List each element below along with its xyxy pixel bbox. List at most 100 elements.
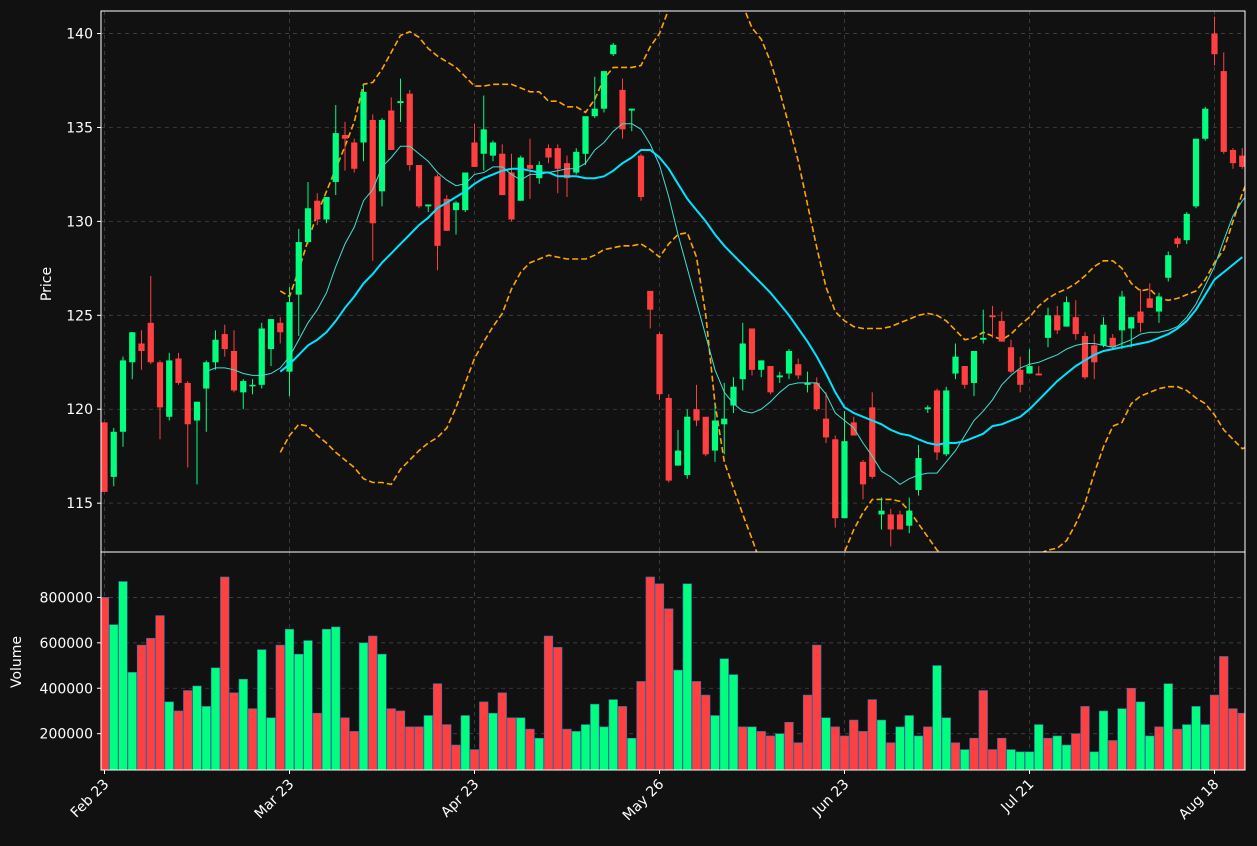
volume-bar xyxy=(1034,724,1044,770)
candle-body xyxy=(822,418,830,438)
volume-bar xyxy=(987,749,998,770)
moving-averages xyxy=(206,123,1245,486)
volume-bar xyxy=(266,717,276,770)
candle-body xyxy=(952,356,959,374)
volume-bar xyxy=(1145,735,1155,770)
candle xyxy=(397,78,404,122)
candle-body xyxy=(693,409,700,421)
candle-body xyxy=(1017,369,1024,385)
candle-body xyxy=(1026,366,1033,374)
candlesticks xyxy=(101,16,1245,547)
candle xyxy=(711,405,719,462)
volume-bar xyxy=(525,728,535,770)
candle xyxy=(795,358,802,380)
candle-body xyxy=(674,450,682,466)
candle-body xyxy=(147,322,154,363)
candle xyxy=(203,360,210,432)
candle xyxy=(434,174,441,271)
candle xyxy=(1017,356,1024,393)
volume-bar xyxy=(405,726,415,770)
volume-bar xyxy=(275,644,285,770)
candle-body xyxy=(526,165,534,169)
candle-body xyxy=(545,148,552,158)
volume-bar xyxy=(414,726,424,770)
volume-bar xyxy=(904,715,914,770)
volume-bar xyxy=(506,717,517,770)
candle-body xyxy=(739,343,746,380)
candle-body xyxy=(554,148,561,169)
candle-body xyxy=(711,420,719,451)
volume-bar xyxy=(1172,728,1183,770)
candle-body xyxy=(1128,317,1135,329)
volume-axes-frame xyxy=(100,551,1246,771)
volume-bar xyxy=(691,681,702,770)
volume-bar xyxy=(358,642,369,770)
volume-bar xyxy=(451,744,461,770)
volume-bar xyxy=(1089,751,1099,770)
candle xyxy=(896,510,904,530)
candle xyxy=(1100,317,1107,348)
volume-bar xyxy=(1200,724,1210,770)
candle-body xyxy=(563,163,571,179)
volume-bar xyxy=(821,717,831,770)
candle xyxy=(980,309,987,344)
candle-body xyxy=(203,362,210,389)
volume-bar xyxy=(303,640,313,770)
volume-bar xyxy=(432,683,443,770)
candle xyxy=(1229,148,1237,169)
candle-body xyxy=(776,375,783,378)
volume-bar xyxy=(950,742,961,770)
volume-bar xyxy=(101,597,110,770)
candle-body xyxy=(1165,255,1172,278)
candle xyxy=(739,322,746,391)
candle xyxy=(1118,290,1126,350)
candle xyxy=(906,497,913,534)
volume-bar xyxy=(460,715,470,770)
candle xyxy=(332,104,339,196)
candle-body xyxy=(156,362,164,408)
volume-bar xyxy=(654,583,665,770)
volume-bar xyxy=(1228,708,1238,770)
candle-body xyxy=(221,334,228,350)
volume-bars xyxy=(101,576,1245,770)
candle xyxy=(721,382,728,455)
candle xyxy=(674,429,682,466)
candle-body xyxy=(443,198,450,231)
volume-bar xyxy=(673,669,683,770)
volume-bar xyxy=(1126,687,1136,770)
candle xyxy=(998,311,1005,342)
volume-bar xyxy=(1154,726,1164,770)
candle xyxy=(378,118,386,207)
candle xyxy=(138,330,145,370)
volume-bar xyxy=(469,749,480,770)
candle-body xyxy=(434,176,441,246)
volume-bar xyxy=(331,626,341,770)
candle xyxy=(582,116,589,166)
candle-body xyxy=(471,142,478,167)
candle-body xyxy=(841,441,848,519)
candle-body xyxy=(1220,71,1227,152)
volume-bar xyxy=(183,690,193,770)
candle-body xyxy=(388,110,395,151)
volume-bar xyxy=(839,735,850,770)
candle xyxy=(693,384,700,427)
volume-bar xyxy=(664,608,674,770)
candle xyxy=(758,360,765,378)
price-tick-label: 140 xyxy=(66,27,93,43)
candle xyxy=(166,352,173,421)
candle xyxy=(656,332,663,400)
candle xyxy=(304,181,312,244)
volume-bar xyxy=(923,726,933,770)
ma-slow-line xyxy=(279,149,1243,446)
candle-body xyxy=(138,343,145,352)
candle-body xyxy=(351,142,358,169)
candle xyxy=(508,153,515,222)
candle-body xyxy=(656,334,663,395)
candle-body xyxy=(924,407,931,410)
candle-body xyxy=(1100,324,1107,346)
candle xyxy=(1202,106,1209,141)
candle xyxy=(1220,52,1227,154)
candle-body xyxy=(101,422,108,492)
candle xyxy=(1174,236,1181,248)
